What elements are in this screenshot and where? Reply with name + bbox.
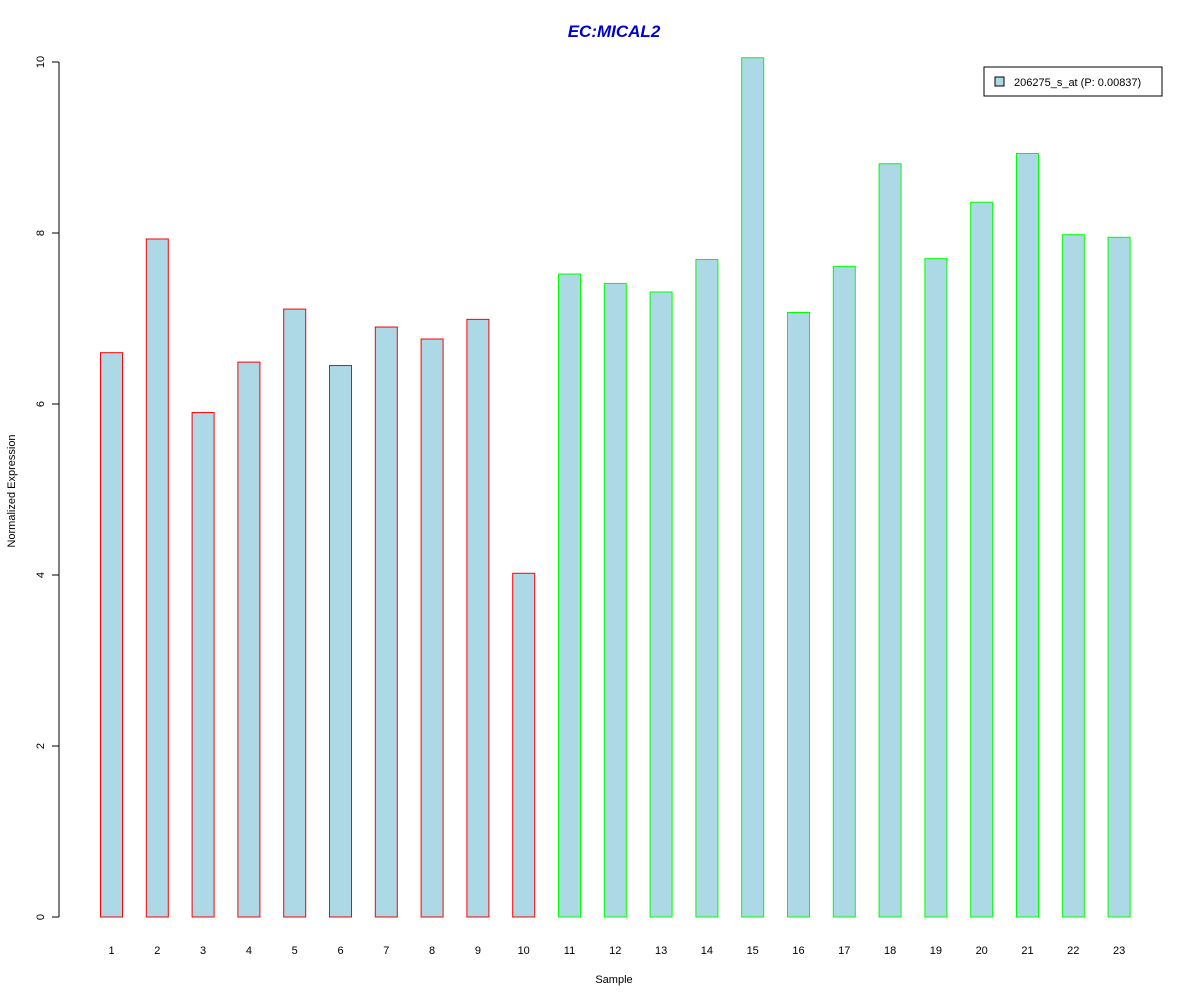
bar-sample-15 bbox=[742, 58, 764, 917]
x-tick-labels: 1 2 3 4 5 6 7 8 9 10 11 12 13 14 15 16 17 18 19 20 21 22 23 bbox=[108, 945, 1125, 957]
legend-swatch bbox=[995, 77, 1004, 86]
x-tick-label: 12 bbox=[609, 945, 621, 957]
x-tick-label: 13 bbox=[655, 945, 667, 957]
x-tick-label: 17 bbox=[838, 945, 850, 957]
y-axis: 0 2 4 6 8 10 bbox=[35, 56, 59, 920]
bar-sample-14 bbox=[696, 260, 718, 917]
y-tick-label: 8 bbox=[35, 230, 47, 236]
bar-sample-17 bbox=[833, 266, 855, 917]
bar-sample-6 bbox=[330, 366, 352, 917]
y-tick-label: 4 bbox=[35, 572, 47, 578]
y-tick-label: 0 bbox=[35, 914, 47, 920]
x-tick-label: 18 bbox=[884, 945, 896, 957]
bar-sample-20 bbox=[971, 202, 993, 917]
bar-sample-16 bbox=[788, 313, 810, 917]
y-axis-label: Normalized Expression bbox=[6, 434, 18, 547]
x-tick-label: 6 bbox=[337, 945, 343, 957]
x-tick-label: 7 bbox=[383, 945, 389, 957]
bar-sample-4 bbox=[238, 362, 260, 917]
x-tick-label: 1 bbox=[108, 945, 114, 957]
x-tick-label: 15 bbox=[747, 945, 759, 957]
x-tick-label: 8 bbox=[429, 945, 435, 957]
bar-sample-3 bbox=[192, 413, 214, 917]
bar-sample-10 bbox=[513, 573, 535, 917]
x-tick-label: 20 bbox=[976, 945, 988, 957]
x-tick-label: 11 bbox=[564, 945, 575, 957]
bar-sample-11 bbox=[559, 274, 581, 917]
x-tick-label: 10 bbox=[518, 945, 530, 957]
x-tick-label: 2 bbox=[154, 945, 160, 957]
bar-sample-13 bbox=[650, 292, 672, 917]
x-tick-label: 9 bbox=[475, 945, 481, 957]
x-tick-label: 19 bbox=[930, 945, 942, 957]
bar-sample-1 bbox=[101, 353, 123, 917]
x-tick-label: 3 bbox=[200, 945, 206, 957]
bar-sample-2 bbox=[146, 239, 168, 917]
x-tick-label: 22 bbox=[1067, 945, 1079, 957]
bar-sample-8 bbox=[421, 339, 443, 917]
x-tick-label: 16 bbox=[792, 945, 804, 957]
x-axis-label: Sample bbox=[595, 974, 632, 986]
x-tick-label: 21 bbox=[1021, 945, 1033, 957]
legend-label: 206275_s_at (P: 0.00837) bbox=[1014, 77, 1141, 89]
y-tick-label: 10 bbox=[35, 56, 47, 68]
bar-sample-21 bbox=[1017, 153, 1039, 917]
y-tick-label: 2 bbox=[35, 743, 47, 749]
legend: 206275_s_at (P: 0.00837) bbox=[984, 67, 1162, 96]
x-tick-label: 5 bbox=[292, 945, 298, 957]
bar-sample-22 bbox=[1062, 235, 1084, 917]
bar-sample-7 bbox=[375, 327, 397, 917]
bar-sample-19 bbox=[925, 259, 947, 917]
bar-sample-18 bbox=[879, 164, 901, 917]
bar-sample-23 bbox=[1108, 237, 1130, 917]
x-tick-label: 14 bbox=[701, 945, 713, 957]
bar-sample-9 bbox=[467, 319, 489, 917]
x-tick-label: 23 bbox=[1113, 945, 1125, 957]
bar-sample-12 bbox=[604, 283, 626, 917]
bar-sample-5 bbox=[284, 309, 306, 917]
chart-title: EC:MICAL2 bbox=[568, 22, 661, 41]
bars bbox=[101, 58, 1131, 917]
y-tick-label: 6 bbox=[35, 401, 47, 407]
x-tick-label: 4 bbox=[246, 945, 252, 957]
